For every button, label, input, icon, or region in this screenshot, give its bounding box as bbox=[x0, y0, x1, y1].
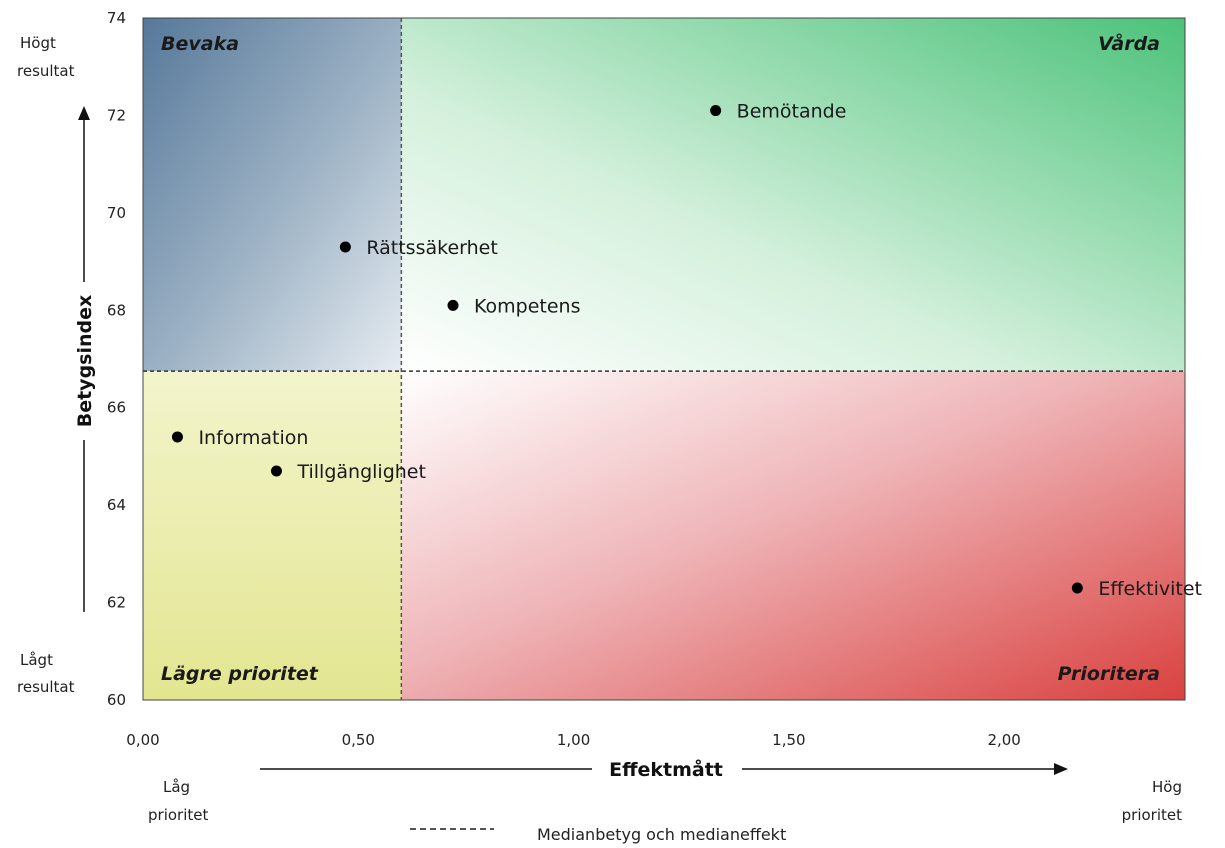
y-high-label-line2: resultat bbox=[17, 62, 75, 80]
quadrant-bevaka bbox=[143, 18, 402, 372]
y-axis-title: Betygsindex bbox=[74, 295, 96, 428]
data-point-label: Information bbox=[198, 427, 308, 449]
x-low-label-line2: prioritet bbox=[148, 806, 208, 824]
quadrant-varda bbox=[401, 18, 1185, 372]
x-axis-title: Effektmått bbox=[609, 757, 723, 781]
y-tick-label: 68 bbox=[107, 301, 126, 319]
x-tick-label: 1,50 bbox=[772, 731, 805, 749]
data-point bbox=[447, 299, 459, 311]
x-axis-arrowhead bbox=[1054, 763, 1068, 775]
x-tick-label: 1,00 bbox=[557, 731, 590, 749]
x-high-label-line1: Hög bbox=[1152, 778, 1182, 796]
x-axis-ticks: 0,00 0,50 1,00 1,50 2,00 bbox=[126, 731, 1021, 749]
data-point bbox=[171, 431, 183, 443]
data-point-label: Bemötande bbox=[737, 101, 847, 123]
quadrant-label-bevaka: Bevaka bbox=[161, 33, 239, 55]
y-tick-label: 72 bbox=[107, 106, 126, 124]
data-point bbox=[710, 105, 722, 117]
x-high-label-line2: prioritet bbox=[1122, 806, 1182, 824]
x-tick-label: 0,50 bbox=[342, 731, 375, 749]
y-low-label-line1: Lågt bbox=[20, 651, 53, 669]
y-tick-label: 64 bbox=[107, 496, 126, 514]
y-tick-label: 60 bbox=[107, 691, 126, 709]
x-low-label-line1: Låg bbox=[163, 778, 190, 796]
quadrant-label-varda: Vårda bbox=[1098, 31, 1160, 55]
y-axis-title-bg bbox=[72, 282, 96, 440]
y-axis-arrowhead bbox=[78, 106, 90, 120]
quadrant-label-lagre-prioritet: Lägre prioritet bbox=[161, 663, 319, 685]
y-high-label-line1: Högt bbox=[20, 34, 56, 52]
data-point-label: Effektivitet bbox=[1098, 578, 1202, 600]
y-tick-label: 66 bbox=[107, 399, 126, 417]
data-point-label: Tillgänglighet bbox=[296, 461, 425, 483]
y-tick-label: 74 bbox=[107, 9, 126, 27]
data-point bbox=[270, 465, 282, 477]
y-tick-label: 70 bbox=[107, 204, 126, 222]
legend-label: Medianbetyg och medianeffekt bbox=[537, 825, 786, 844]
data-points: Bemötande Rättssäkerhet Kompetens Informati… bbox=[171, 101, 1202, 600]
y-axis-ticks: 60 62 64 66 68 70 72 74 bbox=[107, 9, 126, 709]
quadrant-label-prioritera: Prioritera bbox=[1058, 663, 1160, 685]
quadrant-lagre-prioritet bbox=[143, 371, 402, 700]
y-tick-label: 62 bbox=[107, 594, 126, 612]
x-axis-title-bg bbox=[592, 756, 742, 782]
data-point bbox=[1071, 582, 1083, 594]
data-point bbox=[339, 241, 351, 253]
data-point-label: Rättssäkerhet bbox=[366, 237, 497, 259]
x-tick-label: 2,00 bbox=[987, 731, 1020, 749]
y-low-label-line2: resultat bbox=[17, 678, 75, 696]
data-point-label: Kompetens bbox=[474, 295, 580, 317]
plot-frame bbox=[142, 17, 1186, 701]
quadrant-prioritera bbox=[401, 371, 1185, 700]
x-tick-label: 0,00 bbox=[126, 731, 159, 749]
